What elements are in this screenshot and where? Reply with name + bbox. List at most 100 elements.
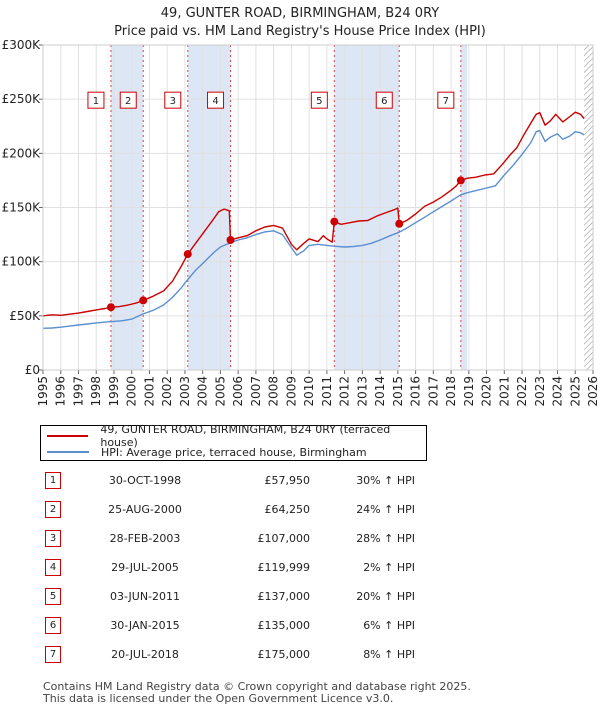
x-tick-label: 1997 <box>71 376 85 407</box>
sale-marker-box <box>310 91 328 109</box>
sale-hpi-change: 20% ↑ HPI <box>356 590 415 603</box>
x-tick-label: 2014 <box>373 376 387 407</box>
sale-date: 30-OCT-1998 <box>108 474 182 487</box>
sale-date: 28-FEB-2003 <box>109 532 181 545</box>
hpi-line-swatch <box>47 451 89 453</box>
sale-marker-label: 7 <box>443 96 449 107</box>
sale-number-badge: 1 <box>45 472 61 489</box>
sale-date: 30-JAN-2015 <box>110 619 180 632</box>
sale-point <box>139 296 148 305</box>
sale-price: £119,999 <box>257 561 311 574</box>
sale-marker-label: 2 <box>125 96 131 107</box>
sale-hpi-change: 28% ↑ HPI <box>356 532 415 545</box>
sale-price: £64,250 <box>264 503 311 516</box>
sale-price: £135,000 <box>257 619 311 632</box>
sale-point <box>226 236 235 245</box>
sale-marker-label: 5 <box>316 96 322 107</box>
sale-number-badge: 2 <box>45 501 61 518</box>
sale-date: 03-JUN-2011 <box>109 590 181 603</box>
x-tick-label: 2003 <box>178 376 192 407</box>
sale-point <box>183 250 192 259</box>
x-tick-label: 2013 <box>355 376 369 407</box>
x-tick-label: 1998 <box>89 376 103 407</box>
hpi-line <box>43 129 585 329</box>
x-tick-label: 2002 <box>160 376 174 407</box>
x-tick-label: 2004 <box>196 376 210 407</box>
x-tick-label: 2021 <box>497 376 511 407</box>
sale-hpi-change: 30% ↑ HPI <box>356 474 415 487</box>
y-tick-label: £300K <box>2 38 42 52</box>
x-tick-label: 2015 <box>391 376 405 407</box>
legend-item-property: 49, GUNTER ROAD, BIRMINGHAM, B24 0RY (te… <box>47 423 426 449</box>
sale-marker-box <box>437 91 455 109</box>
sale-price: £107,000 <box>257 532 311 545</box>
footer-licence: This data is licensed under the Open Gov… <box>43 692 394 705</box>
chart-subtitle: Price paid vs. HM Land Registry's House … <box>114 24 486 39</box>
x-tick-label: 2020 <box>480 376 494 407</box>
legend-label-property: 49, GUNTER ROAD, BIRMINGHAM, B24 0RY (te… <box>100 423 391 449</box>
y-tick-label: £50K <box>9 309 41 323</box>
sale-number-badge: 3 <box>45 530 61 547</box>
x-tick-label: 2024 <box>551 376 565 407</box>
footer: Contains HM Land Registry data © Crown c… <box>43 681 471 705</box>
x-tick-label: 1996 <box>54 376 68 407</box>
sale-point <box>106 303 115 312</box>
x-tick-label: 1999 <box>107 376 121 407</box>
sale-marker-box <box>87 91 105 109</box>
table-row: 1 30-OCT-1998 £57,950 30% ↑ HPI <box>40 466 415 495</box>
sale-hpi-change: 24% ↑ HPI <box>356 503 415 516</box>
x-tick-label: 2005 <box>213 376 227 407</box>
table-row: 7 20-JUL-2018 £175,000 8% ↑ HPI <box>40 640 415 669</box>
x-tick-label: 2025 <box>568 376 582 407</box>
x-tick-label: 2006 <box>231 376 245 407</box>
property-line-swatch <box>47 435 89 437</box>
sale-price: £137,000 <box>257 590 311 603</box>
x-tick-label: 2017 <box>426 376 440 407</box>
sale-hpi-change: 8% ↑ HPI <box>363 648 415 661</box>
x-tick-label: 2007 <box>249 376 263 407</box>
sale-price: £175,000 <box>257 648 311 661</box>
x-tick-label: 2026 <box>586 376 600 407</box>
sale-number-badge: 7 <box>45 646 61 663</box>
sale-price: £57,950 <box>264 474 311 487</box>
x-tick-label: 2010 <box>302 376 316 407</box>
x-tick-label: 2008 <box>267 376 281 407</box>
x-tick-label: 1995 <box>36 376 50 407</box>
plot-border <box>42 44 594 371</box>
x-tick-label: 2018 <box>444 376 458 407</box>
y-tick-label: £0 <box>25 363 40 377</box>
y-tick-label: £100K <box>2 255 42 269</box>
table-row: 2 25-AUG-2000 £64,250 24% ↑ HPI <box>40 495 415 524</box>
sale-marker-box <box>119 91 137 109</box>
sale-marker-box <box>207 91 225 109</box>
x-tick-label: 2022 <box>515 376 529 407</box>
y-tick-label: £250K <box>2 92 42 106</box>
sale-marker-label: 3 <box>170 96 176 107</box>
footer-copyright: Contains HM Land Registry data © Crown c… <box>43 680 471 693</box>
x-tick-label: 2011 <box>320 376 334 407</box>
sale-hpi-change: 2% ↑ HPI <box>363 561 415 574</box>
y-tick-label: £200K <box>2 146 42 160</box>
property-price-line <box>43 111 585 317</box>
legend-item-hpi: HPI: Average price, terraced house, Birm… <box>47 444 367 460</box>
sale-number-badge: 5 <box>45 588 61 605</box>
x-tick-label: 2012 <box>338 376 352 407</box>
sale-date: 29-JUL-2005 <box>111 561 179 574</box>
x-tick-label: 2000 <box>125 376 139 407</box>
x-tick-label: 2019 <box>462 376 476 407</box>
sale-point <box>456 176 465 185</box>
y-tick-label: £150K <box>2 201 42 215</box>
sale-marker-label: 6 <box>381 96 387 107</box>
table-row: 6 30-JAN-2015 £135,000 6% ↑ HPI <box>40 611 415 640</box>
sale-date: 20-JUL-2018 <box>111 648 179 661</box>
sale-point <box>395 219 404 228</box>
x-tick-label: 2009 <box>284 376 298 407</box>
legend-label-hpi: HPI: Average price, terraced house, Birm… <box>101 445 367 459</box>
sale-marker-label: 4 <box>212 96 218 107</box>
sale-number-badge: 4 <box>45 559 61 576</box>
x-tick-label: 2023 <box>533 376 547 407</box>
table-row: 3 28-FEB-2003 £107,000 28% ↑ HPI <box>40 524 415 553</box>
sale-point <box>330 217 339 226</box>
future-hatch-area <box>584 45 593 370</box>
sale-marker-label: 1 <box>93 96 99 107</box>
